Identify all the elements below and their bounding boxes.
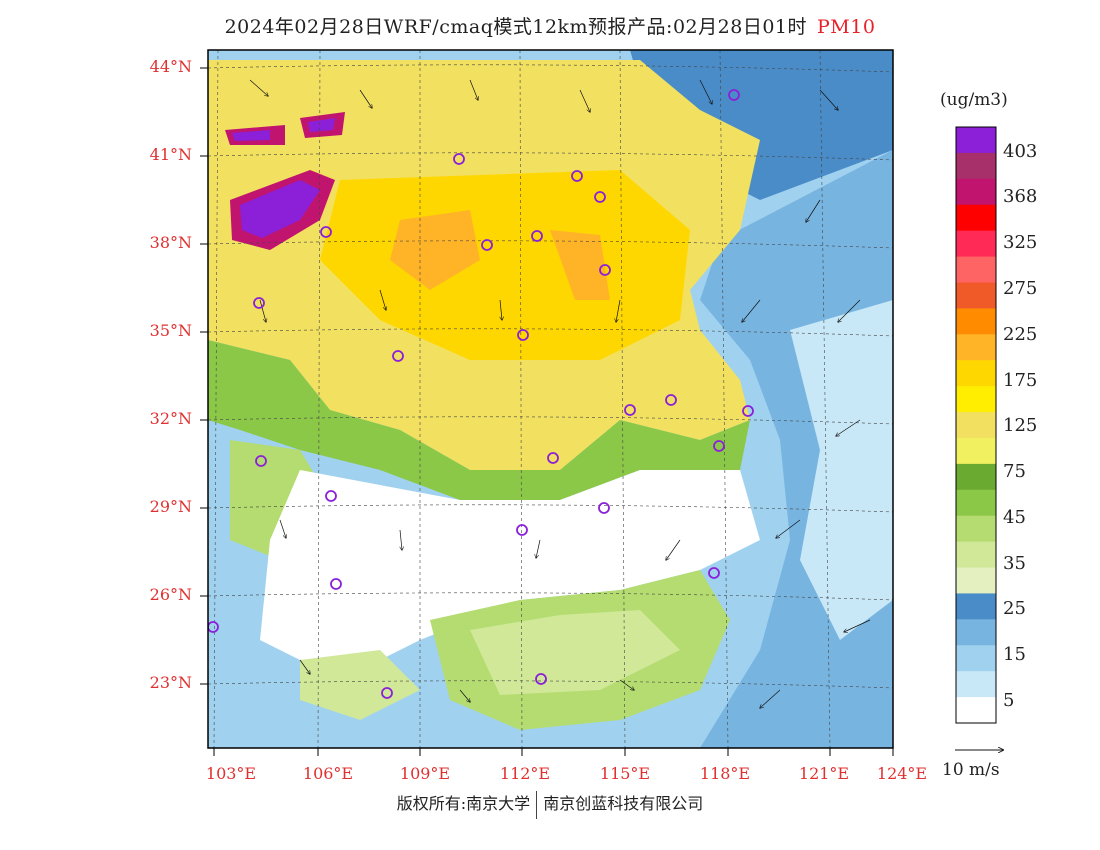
colorbar-swatch — [956, 541, 996, 569]
colorbar-label: 403 — [1003, 141, 1038, 162]
colorbar-swatch — [956, 671, 996, 698]
colorbar-swatch — [956, 178, 996, 206]
colorbar-swatch — [956, 386, 996, 413]
lat-label-41: 41°N — [149, 145, 192, 164]
colorbar — [956, 127, 996, 724]
map-title: 2024年02月28日WRF/cmaq模式12km预报产品:02月28日01时 P… — [0, 12, 1100, 39]
lat-label-32: 32°N — [149, 409, 192, 428]
footer-right: 南京创蓝科技有限公司 — [543, 794, 704, 813]
colorbar-swatch — [956, 230, 996, 258]
colorbar-label: 225 — [1003, 324, 1038, 345]
lat-label-26: 26°N — [149, 585, 192, 604]
colorbar-swatch — [956, 152, 996, 180]
colorbar-swatch — [956, 697, 996, 724]
map-frame — [207, 49, 894, 749]
lon-label-124: 124°E — [876, 764, 928, 783]
lon-label-103: 103°E — [205, 764, 257, 783]
colorbar-label: 45 — [1003, 507, 1026, 528]
colorbar-label: 175 — [1003, 370, 1038, 391]
colorbar-swatch — [956, 282, 996, 309]
lon-label-121: 121°E — [798, 764, 850, 783]
colorbar-swatch — [956, 463, 996, 491]
lat-label-44: 44°N — [149, 57, 192, 76]
colorbar-unit: (ug/m3) — [940, 90, 1008, 110]
colorbar-swatch — [956, 567, 996, 594]
colorbar-label: 35 — [1003, 553, 1026, 574]
footer: 版权所有:南京大学 南京创蓝科技有限公司 — [0, 790, 1100, 819]
lat-label-35: 35°N — [149, 321, 192, 340]
colorbar-swatch — [956, 308, 996, 335]
wind-reference-label: 10 m/s — [942, 760, 1000, 780]
wind-vectors — [249, 79, 871, 708]
lat-label-38: 38°N — [149, 233, 192, 252]
colorbar-swatch — [956, 437, 996, 465]
title-text: 2024年02月28日WRF/cmaq模式12km预报产品:02月28日01时 — [224, 16, 807, 38]
station-markers — [208, 89, 754, 699]
colorbar-swatch — [956, 593, 996, 620]
colorbar-label: 368 — [1003, 186, 1038, 207]
colorbar-label: 325 — [1003, 232, 1038, 253]
colorbar-label: 125 — [1003, 415, 1038, 436]
colorbar-swatch — [956, 204, 996, 232]
colorbar-label: 15 — [1003, 644, 1026, 665]
pollutant-label: PM10 — [817, 16, 876, 38]
lon-label-106: 106°E — [302, 764, 354, 783]
colorbar-swatch — [956, 360, 996, 387]
lon-label-115: 115°E — [599, 764, 651, 783]
footer-left: 版权所有:南京大学 — [396, 794, 531, 813]
lat-label-29: 29°N — [149, 497, 192, 516]
colorbar-swatch — [956, 127, 996, 154]
concentration-field — [208, 50, 893, 748]
colorbar-label: 275 — [1003, 278, 1038, 299]
colorbar-label: 75 — [1003, 461, 1026, 482]
lon-label-109: 109°E — [399, 764, 451, 783]
colorbar-swatch — [956, 619, 996, 646]
colorbar-swatch — [956, 515, 996, 543]
colorbar-swatch — [956, 256, 996, 283]
colorbar-swatch — [956, 489, 996, 517]
colorbar-swatch — [956, 645, 996, 672]
lon-label-112: 112°E — [499, 764, 551, 783]
footer-divider — [536, 790, 538, 819]
colorbar-swatch — [956, 412, 996, 439]
colorbar-label: 25 — [1003, 598, 1026, 619]
colorbar-swatch — [956, 334, 996, 361]
colorbar-label: 5 — [1003, 690, 1015, 711]
lat-label-23: 23°N — [149, 673, 192, 692]
lon-label-118: 118°E — [699, 764, 751, 783]
